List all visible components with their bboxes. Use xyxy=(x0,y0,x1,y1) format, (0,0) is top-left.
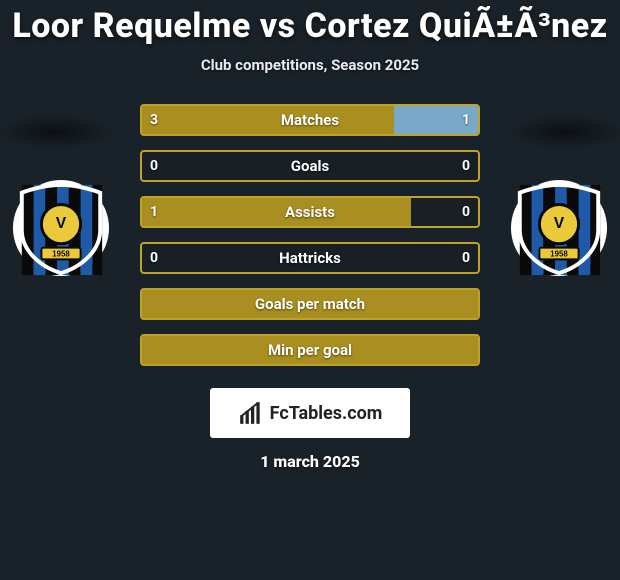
stat-row: Assists10 xyxy=(140,196,480,228)
chart-icon xyxy=(238,400,264,426)
subtitle: Club competitions, Season 2025 xyxy=(0,56,620,74)
club-badge-right: V 1958 xyxy=(510,179,608,277)
page-title: Loor Requelme vs Cortez QuiÃ±Ã³nez xyxy=(0,0,620,46)
stat-fill-left xyxy=(142,106,394,134)
watermark: FcTables.com xyxy=(210,388,410,438)
stat-row: Goals00 xyxy=(140,150,480,182)
stat-fill-right xyxy=(394,106,478,134)
club-badge-left: V 1958 xyxy=(12,179,110,277)
stat-fill-left xyxy=(142,290,478,318)
watermark-text: FcTables.com xyxy=(270,403,383,424)
svg-text:V: V xyxy=(56,215,67,232)
stat-bars: Matches31 Goals00 Assists10 Hattricks00 Goal… xyxy=(140,104,480,380)
player-shadow-left xyxy=(0,114,115,150)
stat-row: Matches31 xyxy=(140,104,480,136)
stat-row: Min per goal xyxy=(140,334,480,366)
svg-text:1958: 1958 xyxy=(550,249,568,258)
date-label: 1 march 2025 xyxy=(0,452,620,471)
stat-row: Goals per match xyxy=(140,288,480,320)
svg-text:1958: 1958 xyxy=(52,249,70,258)
comparison-arena: V 1958 V 1958 Matches31 Goals00 Assists10 H… xyxy=(0,104,620,384)
player-shadow-right xyxy=(505,114,620,150)
svg-text:V: V xyxy=(554,215,565,232)
stat-fill-left xyxy=(142,336,478,364)
stat-row: Hattricks00 xyxy=(140,242,480,274)
stat-fill-left xyxy=(142,198,411,226)
